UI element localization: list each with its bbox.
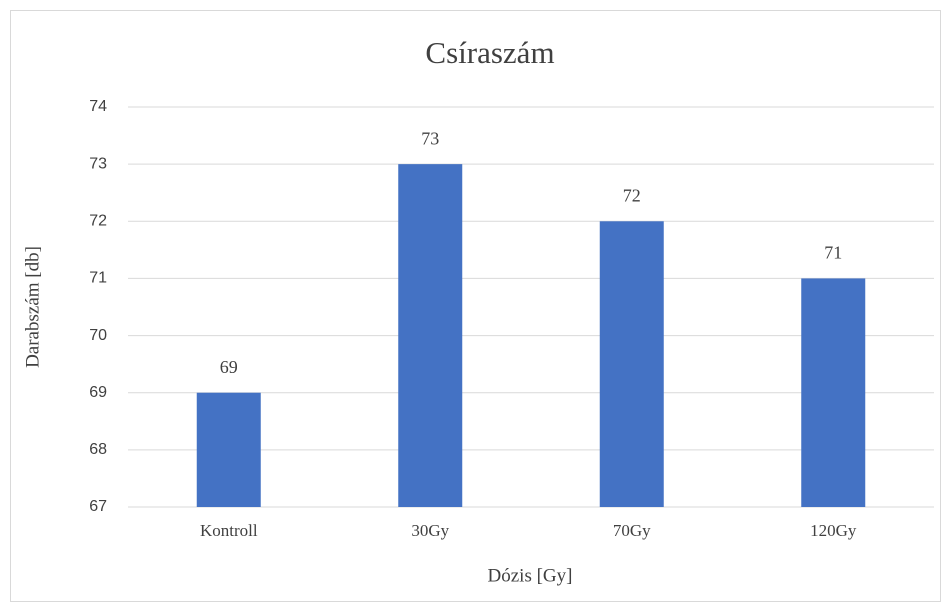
data-label: 72 — [623, 185, 641, 205]
x-tick-label: 70Gy — [613, 521, 651, 540]
x-tick-label: Kontroll — [200, 521, 258, 540]
chart-border — [10, 10, 941, 602]
bar — [801, 278, 866, 507]
bar — [398, 164, 463, 507]
data-label: 71 — [824, 243, 842, 263]
y-tick-label: 71 — [89, 270, 107, 287]
y-tick-label: 72 — [89, 213, 107, 230]
bar — [599, 221, 664, 508]
x-axis-title: Dózis [Gy] — [488, 565, 573, 586]
data-label: 73 — [421, 128, 439, 148]
x-tick-label: 120Gy — [810, 521, 857, 540]
y-tick-label: 68 — [89, 441, 107, 458]
x-tick-label: 30Gy — [411, 521, 449, 540]
y-tick-label: 67 — [89, 498, 107, 515]
y-tick-label: 69 — [89, 384, 107, 401]
y-axis-title: Darabszám [db] — [22, 246, 43, 368]
y-tick-label: 73 — [89, 155, 107, 172]
bar — [196, 392, 261, 507]
chart-title: Csíraszám — [425, 35, 554, 70]
data-label: 69 — [220, 357, 238, 377]
y-tick-label: 70 — [89, 327, 107, 344]
y-tick-label: 74 — [89, 98, 107, 115]
